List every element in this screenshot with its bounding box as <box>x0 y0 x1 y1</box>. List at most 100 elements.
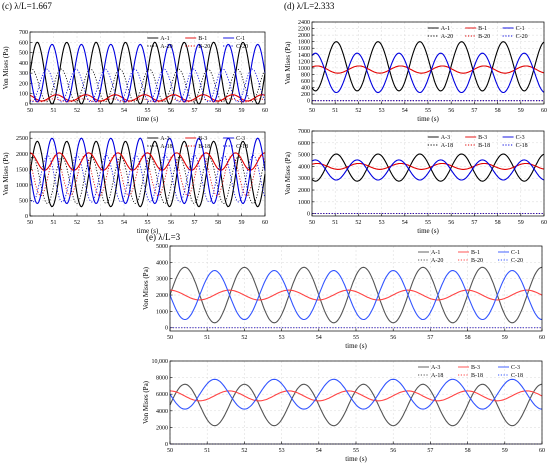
series-line-B-3 <box>169 390 543 402</box>
x-tick-label: 57 <box>427 335 433 341</box>
x-tick-label: 56 <box>448 220 454 226</box>
legend-label: A-3 <box>160 136 169 142</box>
legend-label: B-18 <box>198 144 210 150</box>
x-tick-label: 60 <box>541 108 547 114</box>
x-tick-label: 51 <box>51 220 57 226</box>
y-tick-label: 800 <box>301 72 310 78</box>
y-tick-label: 1000 <box>298 66 310 72</box>
panel-title-e: (e) λ/L=3 <box>146 232 181 242</box>
x-tick-label: 50 <box>309 108 315 114</box>
x-tick-label: 57 <box>427 448 433 454</box>
x-tick-label: 50 <box>167 448 173 454</box>
x-tick-label: 60 <box>262 108 268 114</box>
y-tick-label: 2200 <box>298 27 310 33</box>
legend-label: B-1 <box>471 250 480 256</box>
y-axis-label: Von Mises (Pa) <box>2 152 10 196</box>
x-tick-label: 51 <box>51 108 57 114</box>
y-tick-label: 5000 <box>298 153 310 159</box>
chart-2: 0 500 1000 1500 2000 2500 50 51 52 53 54 55 56 57 58 59… <box>2 131 268 235</box>
legend-label: C-20 <box>236 44 248 50</box>
legend-label: A-20 <box>441 34 453 40</box>
y-axis-label: Von Mises (Pa) <box>142 266 150 310</box>
x-tick-label: 52 <box>355 220 361 226</box>
legend-label: C-20 <box>511 258 523 264</box>
x-tick-label: 51 <box>204 448 210 454</box>
y-tick-label: 1400 <box>298 53 310 59</box>
x-tick-label: 60 <box>539 335 545 341</box>
x-tick-label: 52 <box>74 108 80 114</box>
legend-label: B-18 <box>471 373 483 379</box>
x-tick-label: 55 <box>425 108 431 114</box>
x-tick-label: 54 <box>121 220 127 226</box>
x-tick-label: 55 <box>353 448 359 454</box>
legend-label: C-18 <box>511 373 523 379</box>
x-axis-label: time (s) <box>417 227 439 235</box>
x-tick-label: 56 <box>390 448 396 454</box>
x-tick-label: 59 <box>502 335 508 341</box>
legend-label: A-3 <box>431 365 440 371</box>
x-tick-label: 52 <box>355 108 361 114</box>
x-tick-label: 59 <box>518 220 524 226</box>
legend-label: A-1 <box>160 36 169 42</box>
legend-label: C-1 <box>516 26 525 32</box>
y-tick-label: 0 <box>307 212 310 218</box>
x-tick-label: 57 <box>471 220 477 226</box>
panel-title-d: (d) λ/L=2.333 <box>284 1 335 11</box>
y-tick-label: 3000 <box>156 277 168 283</box>
y-tick-label: 200 <box>19 81 28 87</box>
x-tick-label: 53 <box>279 448 285 454</box>
y-tick-label: 0 <box>307 99 310 105</box>
legend-label: A-20 <box>431 258 443 264</box>
y-tick-label: 1000 <box>156 309 168 315</box>
y-tick-label: 2500 <box>16 136 28 142</box>
x-tick-label: 59 <box>239 108 245 114</box>
y-tick-label: 400 <box>19 61 28 67</box>
series-line-C-18 <box>29 154 266 203</box>
y-tick-label: 2000 <box>298 33 310 39</box>
legend-label: B-20 <box>478 34 490 40</box>
y-axis-label: Von Mises (Pa) <box>284 151 292 195</box>
series-line-A-18 <box>29 156 266 204</box>
y-tick-label: 1800 <box>298 40 310 46</box>
x-tick-label: 59 <box>239 220 245 226</box>
y-tick-label: 600 <box>19 40 28 46</box>
x-tick-label: 59 <box>518 108 524 114</box>
legend-label: C-18 <box>236 144 248 150</box>
y-tick-label: 1500 <box>16 167 28 173</box>
y-tick-label: 500 <box>19 51 28 57</box>
x-tick-label: 55 <box>145 108 151 114</box>
legend-label: C-1 <box>236 36 245 42</box>
y-tick-label: 4000 <box>156 409 168 415</box>
x-tick-label: 58 <box>215 108 221 114</box>
x-axis-label: time (s) <box>417 115 439 123</box>
x-tick-label: 60 <box>262 220 268 226</box>
y-tick-label: 200 <box>301 92 310 98</box>
legend-label: B-1 <box>478 26 487 32</box>
x-tick-label: 51 <box>332 220 338 226</box>
y-tick-label: 0 <box>165 326 168 332</box>
legend-label: B-3 <box>198 136 207 142</box>
chart-6: 0 2000 4000 6000 8000 10,000 50 51 52 53 54 55 56 57 5… <box>142 359 545 463</box>
x-axis-label: time (s) <box>137 115 159 123</box>
x-tick-label: 54 <box>316 335 322 341</box>
x-tick-label: 60 <box>539 448 545 454</box>
y-tick-label: 6000 <box>298 141 310 147</box>
x-tick-label: 56 <box>168 220 174 226</box>
series-line-A-3 <box>169 383 543 427</box>
chart-1: 0 100 200 300 400 500 600 700 50 51 52 53 54 55 56 57 58… <box>2 30 268 123</box>
series-line-C-20 <box>29 68 266 103</box>
y-tick-label: 10,000 <box>152 359 169 365</box>
legend-label: A-3 <box>441 135 450 141</box>
series-line-C-1 <box>29 43 266 103</box>
x-tick-label: 53 <box>379 108 385 114</box>
plot-frame <box>169 360 543 445</box>
chart-5: 0 1000 2000 3000 4000 5000 50 51 52 53 54 55 56 57 58 5… <box>142 244 545 350</box>
x-tick-label: 58 <box>495 220 501 226</box>
y-tick-label: 2000 <box>156 293 168 299</box>
legend-label: C-3 <box>511 365 520 371</box>
y-tick-label: 600 <box>301 79 310 85</box>
x-tick-label: 56 <box>448 108 454 114</box>
legend-label: A-1 <box>441 26 450 32</box>
x-tick-label: 56 <box>390 335 396 341</box>
